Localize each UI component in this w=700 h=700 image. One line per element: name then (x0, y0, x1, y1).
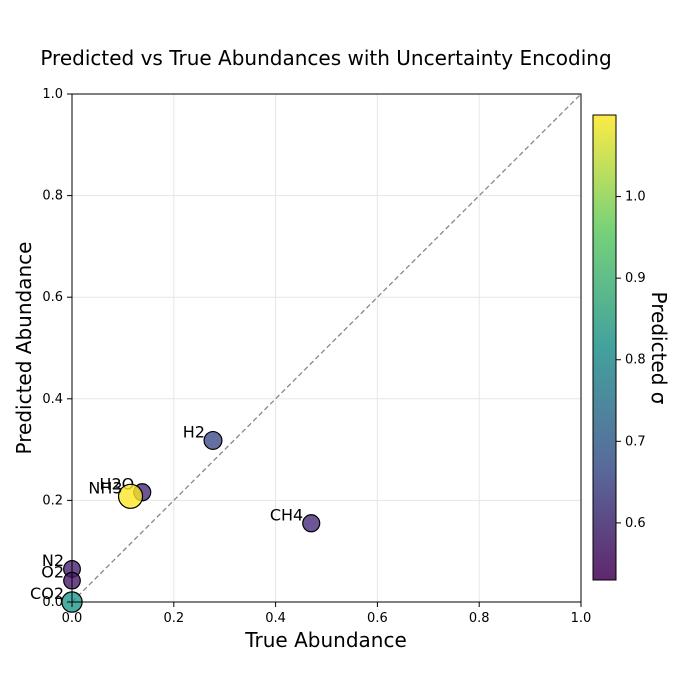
point-label-nh3: NH3 (88, 478, 122, 497)
colorbar-gradient (592, 114, 617, 581)
colorbar-tick-label: 0.8 (625, 353, 646, 368)
point-label-h2: H2 (183, 422, 205, 441)
x-tick-label: 0.4 (265, 611, 286, 626)
point-label-o2: O2 (41, 563, 64, 582)
identity-line (71, 93, 582, 603)
colorbar-tick-label: 0.6 (625, 516, 646, 531)
colorbar-tick-label: 0.9 (625, 271, 646, 286)
y-tick-label: 0.6 (42, 290, 63, 305)
plot-frame (71, 93, 582, 603)
data-point-ch4 (302, 514, 321, 533)
data-point-h2 (203, 430, 223, 450)
x-axis-label: True Abundance (244, 628, 407, 652)
x-tick-label: 0.2 (163, 611, 184, 626)
x-tick-label: 0.8 (469, 611, 490, 626)
y-axis-label: Predicted Abundance (12, 242, 36, 455)
data-point-nh3 (117, 483, 144, 509)
y-tick-label: 0.8 (42, 189, 63, 204)
point-label-co2: CO2 (30, 584, 64, 603)
colorbar-tick-label: 0.7 (625, 434, 646, 449)
chart-title: Predicted vs True Abundances with Uncert… (40, 46, 611, 70)
colorbar-label: Predicted σ (647, 292, 671, 405)
y-tick-label: 0.0 (42, 595, 63, 610)
y-tick-label: 0.2 (42, 493, 63, 508)
x-tick-label: 1.0 (571, 611, 592, 626)
x-tick-label: 0.6 (367, 611, 388, 626)
point-label-ch4: CH4 (270, 505, 303, 524)
colorbar-tick-label: 1.0 (625, 190, 646, 205)
point-label-n2: N2 (42, 551, 64, 570)
x-tick-label: 0.0 (62, 611, 83, 626)
y-tick-label: 0.4 (42, 392, 63, 407)
y-tick-label: 1.0 (42, 87, 63, 102)
colorbar: 0.6 0.7 0.8 0.9 1.0 (592, 114, 646, 581)
